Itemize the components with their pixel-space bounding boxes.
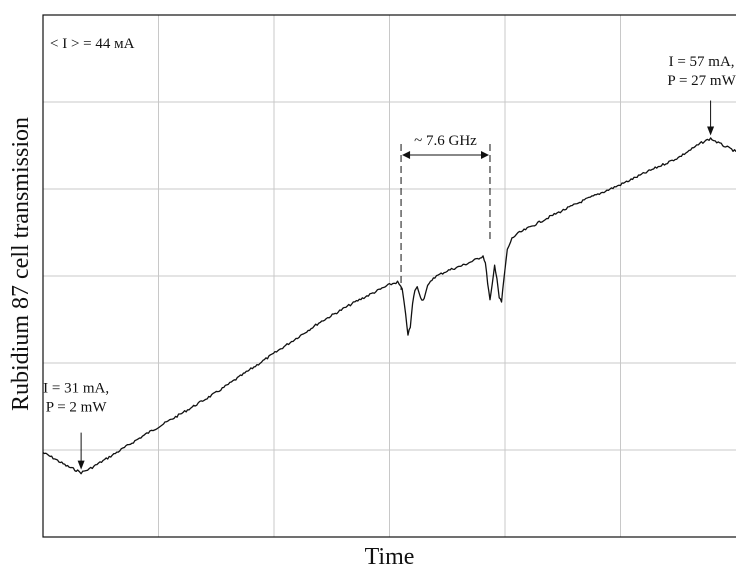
y-axis-label: Rubidium 87 cell transmission [8, 117, 34, 411]
spacing-arrowhead-right [480, 151, 489, 159]
mean-current-annotation: < I > = 44 мA [50, 36, 135, 52]
minimum-power-annotation: P = 2 mW [46, 400, 108, 416]
annotation-layer: < I > = 44 мA ~ 7.6 GHz I = 31 mA, P = 2… [43, 36, 736, 470]
maximum-arrowhead [707, 126, 715, 136]
spacing-arrowhead-left [402, 151, 411, 159]
frequency-spacing-annotation: ~ 7.6 GHz [414, 133, 477, 149]
plot-frame [42, 14, 736, 538]
series-layer [42, 137, 736, 475]
transmission-trace [42, 137, 736, 475]
minimum-arrowhead [77, 460, 85, 470]
x-axis-label: Time [365, 544, 415, 569]
minimum-current-annotation: I = 31 mA, [43, 381, 109, 397]
grid [43, 15, 736, 537]
maximum-current-annotation: I = 57 mA, [669, 54, 735, 70]
maximum-power-annotation: P = 27 mW [667, 73, 736, 89]
